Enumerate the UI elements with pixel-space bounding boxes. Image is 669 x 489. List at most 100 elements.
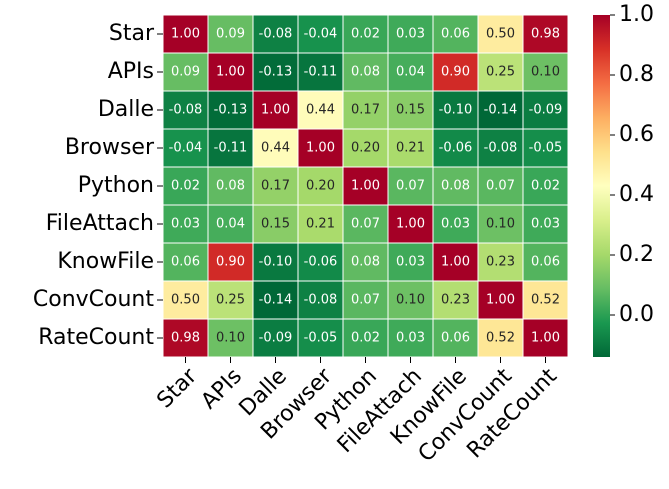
heatmap-cell bbox=[162, 52, 209, 92]
heatmap-cell bbox=[297, 204, 344, 244]
cell-label: -0.06 bbox=[439, 141, 473, 156]
y-tick-label: RateCount bbox=[38, 325, 154, 350]
heatmap-cell bbox=[297, 280, 344, 320]
cell-label: 0.21 bbox=[306, 217, 335, 232]
cell-label: 0.07 bbox=[351, 293, 380, 308]
heatmap-cell bbox=[207, 128, 254, 168]
heatmap-cell bbox=[477, 52, 524, 92]
colorbar-tick-label: 0.4 bbox=[619, 182, 654, 207]
heatmap-cell bbox=[387, 166, 434, 206]
cell-label: 0.52 bbox=[531, 293, 560, 308]
heatmap-cell bbox=[162, 318, 209, 358]
cell-label: 0.03 bbox=[531, 217, 560, 232]
heatmap-cell bbox=[162, 166, 209, 206]
cell-label: 0.10 bbox=[486, 217, 515, 232]
heatmap-cell bbox=[207, 204, 254, 244]
y-tick-label: KnowFile bbox=[57, 249, 154, 274]
cell-label: 0.06 bbox=[441, 331, 470, 346]
heatmap-cell bbox=[477, 14, 524, 54]
heatmap-cell bbox=[207, 14, 254, 54]
colorbar-tick-label: 0.8 bbox=[619, 62, 654, 87]
cell-label: 0.20 bbox=[351, 141, 380, 156]
heatmap-cell bbox=[252, 52, 299, 92]
cell-label: 0.09 bbox=[171, 65, 200, 80]
heatmap-cell bbox=[522, 318, 569, 358]
cell-label: 0.23 bbox=[486, 255, 515, 270]
heatmap-cell bbox=[387, 318, 434, 358]
heatmap-cell bbox=[297, 318, 344, 358]
heatmap-cell bbox=[522, 166, 569, 206]
heatmap-cell bbox=[252, 318, 299, 358]
heatmap-cell bbox=[387, 14, 434, 54]
cell-label: -0.08 bbox=[259, 27, 293, 42]
heatmap-cell bbox=[162, 90, 209, 130]
cell-label: 0.20 bbox=[306, 179, 335, 194]
heatmap-cell bbox=[162, 128, 209, 168]
cell-label: -0.08 bbox=[484, 141, 518, 156]
cell-label: -0.08 bbox=[304, 293, 338, 308]
cell-label: -0.11 bbox=[304, 65, 338, 80]
cell-label: 0.02 bbox=[531, 179, 560, 194]
cell-label: 1.00 bbox=[351, 179, 380, 194]
heatmap-cell bbox=[162, 280, 209, 320]
cell-label: 0.98 bbox=[531, 27, 560, 42]
cell-label: 0.50 bbox=[171, 293, 200, 308]
cell-label: 1.00 bbox=[261, 103, 290, 118]
heatmap-cell bbox=[252, 90, 299, 130]
heatmap-cell bbox=[522, 128, 569, 168]
cell-label: -0.13 bbox=[214, 103, 248, 118]
cell-label: -0.14 bbox=[484, 103, 518, 118]
cell-label: -0.10 bbox=[259, 255, 293, 270]
cell-label: 0.04 bbox=[216, 217, 245, 232]
y-tick-label: Browser bbox=[65, 135, 155, 160]
cell-label: 0.10 bbox=[396, 293, 425, 308]
heatmap-cell bbox=[207, 318, 254, 358]
heatmap-cell bbox=[432, 318, 479, 358]
cell-label: 0.50 bbox=[486, 27, 515, 42]
cell-label: 0.03 bbox=[396, 27, 425, 42]
cell-label: 0.03 bbox=[396, 255, 425, 270]
heatmap-cell bbox=[342, 90, 389, 130]
heatmap-cell bbox=[207, 90, 254, 130]
cell-label: 0.10 bbox=[531, 65, 560, 80]
y-tick-label: APIs bbox=[108, 59, 154, 84]
cell-label: 0.17 bbox=[261, 179, 290, 194]
heatmap-cell bbox=[297, 90, 344, 130]
cell-label: 0.44 bbox=[261, 141, 290, 156]
cell-label: 0.90 bbox=[216, 255, 245, 270]
cell-label: -0.05 bbox=[529, 141, 563, 156]
heatmap-cell bbox=[387, 280, 434, 320]
colorbar-tick-label: 0.6 bbox=[619, 122, 654, 147]
heatmap-cell bbox=[522, 204, 569, 244]
heatmap-cell bbox=[432, 52, 479, 92]
heatmap-cell bbox=[342, 204, 389, 244]
colorbar bbox=[593, 15, 610, 357]
cell-label: -0.06 bbox=[304, 255, 338, 270]
cell-label: -0.13 bbox=[259, 65, 293, 80]
cell-label: -0.09 bbox=[259, 331, 293, 346]
cell-label: 0.44 bbox=[306, 103, 335, 118]
cell-label: 0.98 bbox=[171, 331, 200, 346]
cell-label: 0.06 bbox=[531, 255, 560, 270]
y-tick-label: Star bbox=[109, 21, 155, 46]
heatmap-cell bbox=[342, 318, 389, 358]
cell-label: 0.07 bbox=[351, 217, 380, 232]
cell-label: 0.08 bbox=[351, 255, 380, 270]
cell-label: 0.02 bbox=[351, 331, 380, 346]
colorbar-tick-label: 1.0 bbox=[619, 2, 654, 27]
cell-label: -0.10 bbox=[439, 103, 473, 118]
y-tick-label: FileAttach bbox=[46, 211, 154, 236]
cell-label: 0.02 bbox=[171, 179, 200, 194]
cell-label: 0.25 bbox=[216, 293, 245, 308]
cell-label: 0.03 bbox=[171, 217, 200, 232]
cell-label: 1.00 bbox=[441, 255, 470, 270]
cell-label: 0.03 bbox=[396, 331, 425, 346]
heatmap-cell bbox=[162, 204, 209, 244]
cell-label: 1.00 bbox=[306, 141, 335, 156]
cell-label: 1.00 bbox=[486, 293, 515, 308]
cell-label: -0.04 bbox=[169, 141, 203, 156]
cell-label: 1.00 bbox=[531, 331, 560, 346]
y-tick-label: Python bbox=[78, 173, 154, 198]
cell-label: 0.23 bbox=[441, 293, 470, 308]
